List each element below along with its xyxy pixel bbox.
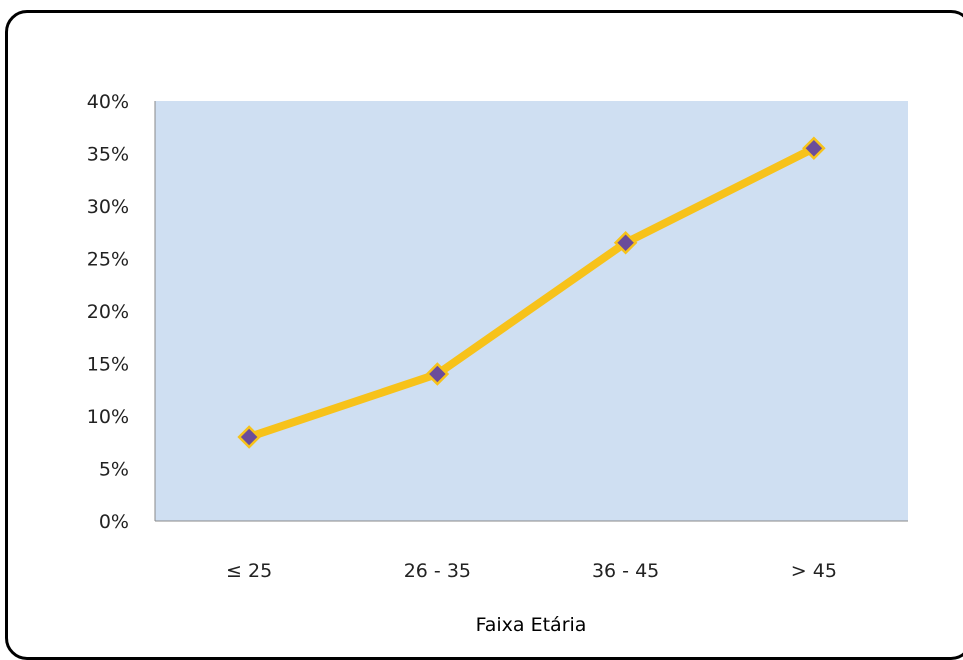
- y-tick-labels: 0% 5% 10% 15% 20% 25% 30% 35% 40%: [87, 91, 129, 533]
- y-tick-label: 35%: [87, 144, 129, 166]
- x-tick-label: > 45: [791, 560, 837, 582]
- y-tick-label: 30%: [87, 196, 129, 218]
- y-tick-label: 15%: [87, 354, 129, 376]
- y-tick-label: 25%: [87, 249, 129, 271]
- x-tick-label: 26 - 35: [404, 560, 471, 582]
- x-tick-label: 36 - 45: [592, 560, 659, 582]
- chart-svg: 0% 5% 10% 15% 20% 25% 30% 35% 40% ≤ 25 26 - 35 36 …: [87, 91, 908, 636]
- data-point-marker: [237, 425, 261, 449]
- data-point-marker: [425, 362, 450, 386]
- x-tick-labels: ≤ 25 26 - 35 36 - 45 > 45: [226, 560, 837, 582]
- series-line: [245, 144, 818, 441]
- series-markers: [237, 136, 826, 449]
- y-tick-label: 5%: [99, 459, 129, 481]
- x-axis-title: Faixa Etária: [476, 614, 587, 636]
- y-tick-label: 10%: [87, 406, 129, 428]
- y-tick-label: 40%: [87, 91, 129, 113]
- x-tick-label: ≤ 25: [226, 560, 272, 582]
- data-point-marker: [613, 230, 638, 255]
- y-tick-label: 20%: [87, 301, 129, 323]
- y-tick-label: 0%: [99, 511, 129, 533]
- data-point-marker: [802, 136, 826, 161]
